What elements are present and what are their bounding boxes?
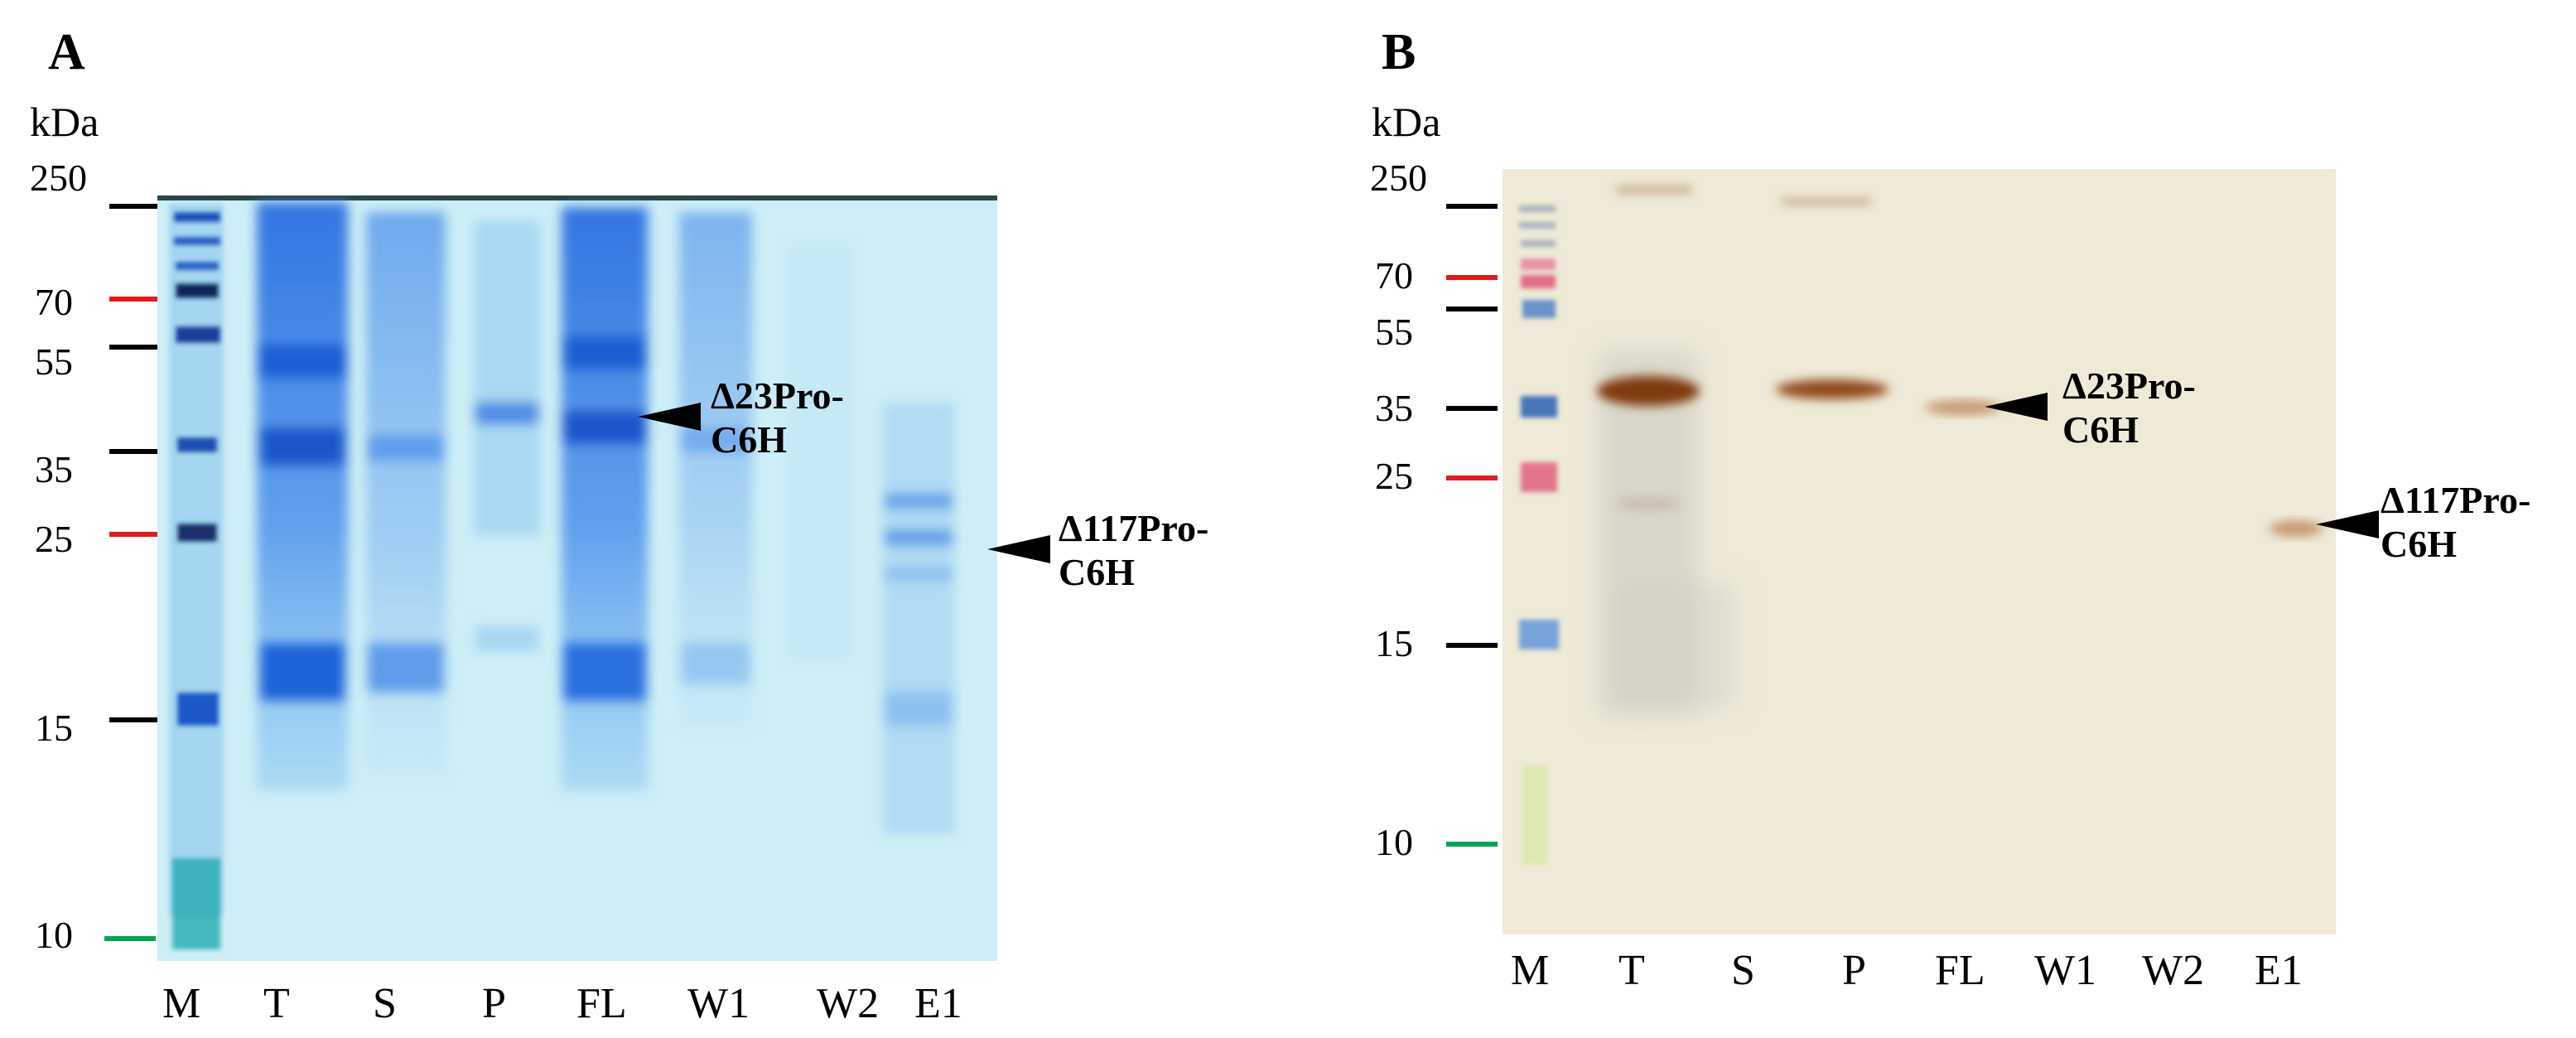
panel-a-lane-label: W2 xyxy=(817,980,880,1027)
panel-a-gel-image xyxy=(157,196,997,961)
panel-a-tick-25 xyxy=(109,532,157,537)
panel-b-arrow-d23 xyxy=(1985,393,2048,421)
annotation-line: C6H xyxy=(711,418,787,461)
panel-b-blot-svg xyxy=(1519,187,2323,865)
panel-a-lane-label: M xyxy=(162,980,201,1027)
panel-a-annotation-d117: Δ117Pro- C6H xyxy=(1059,507,1208,595)
panel-a-marker-15: 15 xyxy=(35,707,73,749)
panel-b-marker-35: 35 xyxy=(1375,387,1413,429)
panel-a-unit-label: kDa xyxy=(30,99,99,145)
panel-a-arrow-d117 xyxy=(987,535,1050,563)
panel-b-marker-10: 10 xyxy=(1375,821,1413,863)
panel-b-lane-label: W2 xyxy=(2142,947,2205,994)
panel-a-tick-35 xyxy=(109,449,157,454)
panel-b-lane-label: FL xyxy=(1935,947,1985,994)
panel-b-lane-label: W1 xyxy=(2034,947,2097,994)
panel-a-lane-label: FL xyxy=(576,980,627,1027)
panel-a-marker-250: 250 xyxy=(30,157,87,199)
panel-b-tick-35 xyxy=(1446,406,1498,411)
panel-a-tick-55 xyxy=(109,345,157,350)
panel-b-unit-label: kDa xyxy=(1372,99,1441,145)
panel-a-marker-35: 35 xyxy=(35,448,73,490)
panel-a-lane-label: T xyxy=(263,980,290,1027)
panel-a-marker-70: 70 xyxy=(35,281,73,323)
panel-a-lane-label: P xyxy=(482,980,506,1027)
panel-b-annotation-d23: Δ23Pro- C6H xyxy=(2062,365,2196,452)
panel-b-lane-label: T xyxy=(1618,947,1645,994)
panel-b-arrow-d117 xyxy=(2316,510,2379,538)
panel-b-lane-label: E1 xyxy=(2255,947,2303,994)
panel-b-tick-10 xyxy=(1446,842,1498,847)
panel-b-tick-70 xyxy=(1446,275,1498,280)
panel-a-tick-70 xyxy=(109,297,157,302)
panel-b-marker-25: 25 xyxy=(1375,455,1413,497)
annotation-line: Δ117Pro- xyxy=(2381,479,2531,521)
panel-b-marker-250: 250 xyxy=(1370,157,1427,199)
panel-b-label: B xyxy=(1382,24,1416,80)
panel-a-tick-15 xyxy=(109,717,157,722)
panel-b-tick-250 xyxy=(1446,204,1498,209)
panel-b-tick-15 xyxy=(1446,643,1498,648)
annotation-line: Δ117Pro- xyxy=(1059,507,1209,549)
panel-b-tick-25 xyxy=(1446,476,1498,480)
annotation-line: C6H xyxy=(1059,550,1135,593)
panel-a-lane-label: E1 xyxy=(914,980,962,1027)
panel-b-annotation-d117: Δ117Pro- C6H xyxy=(2381,479,2530,567)
panel-a-marker-25: 25 xyxy=(35,518,73,560)
panel-a-marker-10: 10 xyxy=(35,914,73,956)
panel-a-annotation-d23: Δ23Pro- C6H xyxy=(711,374,844,462)
panel-a-gel-svg xyxy=(157,196,997,949)
panel-a-lane-label: S xyxy=(373,980,397,1027)
panel-b-marker-15: 15 xyxy=(1375,622,1413,664)
annotation-line: Δ23Pro- xyxy=(2062,365,2196,407)
panel-b-marker-70: 70 xyxy=(1375,254,1413,297)
panel-b-lane-label: M xyxy=(1511,947,1550,994)
panel-b-lane-label: P xyxy=(1842,947,1866,994)
annotation-line: C6H xyxy=(2062,408,2139,451)
panel-a-lane-label: W1 xyxy=(687,980,750,1027)
panel-a-tick-250 xyxy=(109,204,161,209)
panel-b-lane-label: S xyxy=(1731,947,1755,994)
panel-b-tick-55 xyxy=(1446,307,1498,311)
panel-a-label: A xyxy=(48,24,85,80)
annotation-line: Δ23Pro- xyxy=(711,374,844,417)
panel-a-tick-10 xyxy=(104,936,156,941)
panel-b-marker-55: 55 xyxy=(1375,311,1413,353)
panel-a-marker-55: 55 xyxy=(35,340,73,383)
panel-a-arrow-d23 xyxy=(638,403,701,431)
annotation-line: C6H xyxy=(2381,522,2457,565)
panel-b-blot-image xyxy=(1503,169,2336,934)
